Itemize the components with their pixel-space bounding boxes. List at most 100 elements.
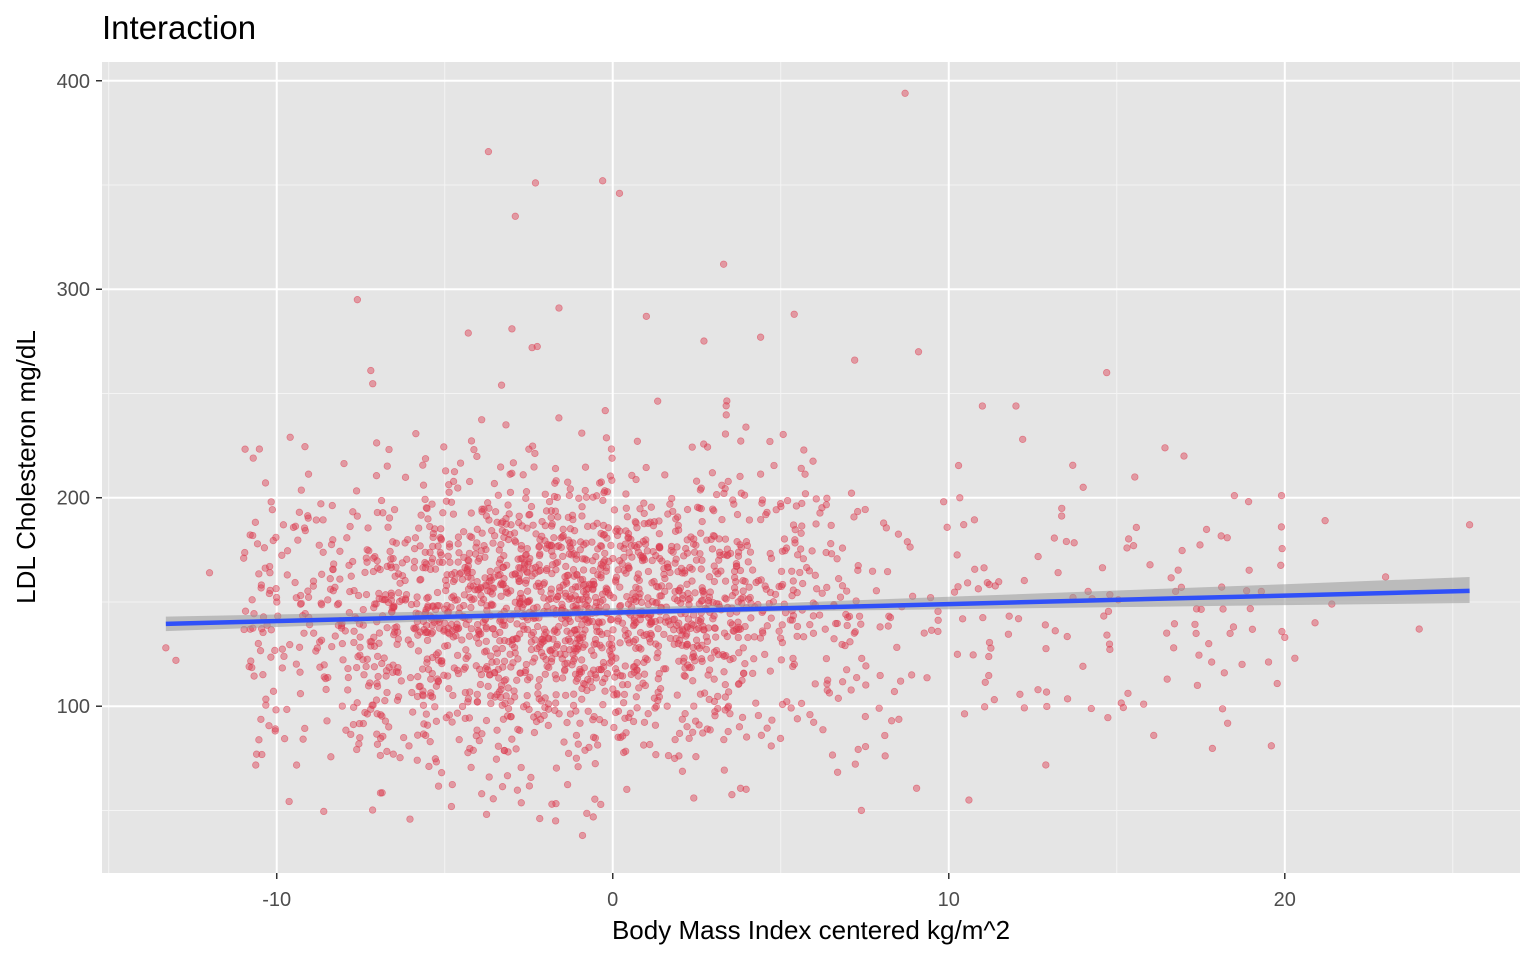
data-point <box>534 579 542 587</box>
data-point <box>1063 695 1072 703</box>
data-point <box>545 497 554 506</box>
data-point <box>1195 651 1203 659</box>
data-point <box>776 500 785 508</box>
data-point <box>1244 498 1253 506</box>
data-point <box>607 445 616 453</box>
data-point <box>987 644 995 652</box>
data-point <box>896 677 905 685</box>
data-point <box>722 411 730 419</box>
data-point <box>525 597 533 606</box>
data-point <box>612 573 621 581</box>
data-point <box>590 712 598 721</box>
data-point <box>564 749 573 758</box>
data-point <box>530 728 539 737</box>
data-point <box>842 610 850 619</box>
data-point <box>700 440 708 448</box>
data-point <box>789 521 798 529</box>
data-point <box>603 629 611 638</box>
data-point <box>650 694 659 702</box>
data-point <box>854 507 862 516</box>
data-point <box>511 649 519 657</box>
y-tick-label: 400 <box>57 71 90 93</box>
data-point <box>381 697 389 705</box>
data-point <box>498 644 507 653</box>
data-point <box>763 622 771 630</box>
data-point <box>566 617 574 626</box>
data-point <box>382 672 390 680</box>
data-point <box>339 656 347 664</box>
data-point <box>476 583 485 592</box>
data-point <box>1278 627 1286 636</box>
data-point <box>496 463 505 471</box>
data-point <box>661 574 669 583</box>
data-point <box>378 789 386 797</box>
data-point <box>688 577 696 585</box>
data-point <box>589 566 597 575</box>
data-point <box>424 665 433 674</box>
data-point <box>529 658 537 666</box>
data-point <box>437 525 445 533</box>
data-point <box>591 593 600 602</box>
data-point <box>1014 615 1023 623</box>
data-point <box>473 452 481 461</box>
data-point <box>778 700 787 709</box>
data-point <box>349 508 357 516</box>
data-point <box>616 601 625 610</box>
data-point <box>396 754 404 762</box>
data-point <box>674 521 682 530</box>
data-point <box>478 529 486 537</box>
data-point <box>584 584 593 593</box>
data-point <box>523 524 531 532</box>
data-point <box>487 601 495 610</box>
data-point <box>604 589 613 597</box>
data-point <box>779 430 787 439</box>
data-point <box>353 512 361 520</box>
data-point <box>585 743 593 752</box>
data-point <box>474 586 482 594</box>
data-point <box>482 623 490 631</box>
data-point <box>671 587 679 596</box>
data-point <box>555 414 563 422</box>
data-point <box>310 629 318 637</box>
data-point <box>656 616 664 624</box>
data-point <box>571 592 579 600</box>
data-point <box>355 719 364 728</box>
data-point <box>254 639 262 648</box>
data-point <box>843 621 851 630</box>
data-point <box>623 513 632 521</box>
data-point <box>854 566 862 574</box>
data-point <box>482 545 490 554</box>
data-point <box>642 312 651 320</box>
data-point <box>581 626 589 634</box>
data-point <box>431 525 439 533</box>
data-point <box>734 680 743 688</box>
data-point <box>501 621 509 630</box>
data-point <box>735 723 744 731</box>
data-point <box>1146 561 1154 569</box>
data-point <box>322 685 330 694</box>
data-point <box>323 717 331 725</box>
data-point <box>640 670 649 678</box>
data-point <box>560 738 568 746</box>
data-point <box>248 663 256 672</box>
data-point <box>456 604 464 612</box>
data-point <box>413 692 422 701</box>
data-point <box>624 636 632 644</box>
data-point <box>529 628 537 637</box>
data-point <box>669 548 677 556</box>
data-point <box>1016 690 1024 698</box>
data-point <box>681 672 689 681</box>
data-point <box>861 742 870 751</box>
data-point <box>508 735 516 743</box>
data-point <box>443 641 452 650</box>
data-point <box>359 605 367 614</box>
data-point <box>504 684 512 692</box>
data-point <box>705 573 714 581</box>
data-point <box>754 711 763 720</box>
data-point <box>675 752 683 760</box>
data-point <box>735 649 743 657</box>
data-point <box>542 507 551 515</box>
data-point <box>544 705 553 713</box>
data-point <box>583 809 591 818</box>
data-point <box>623 785 631 794</box>
